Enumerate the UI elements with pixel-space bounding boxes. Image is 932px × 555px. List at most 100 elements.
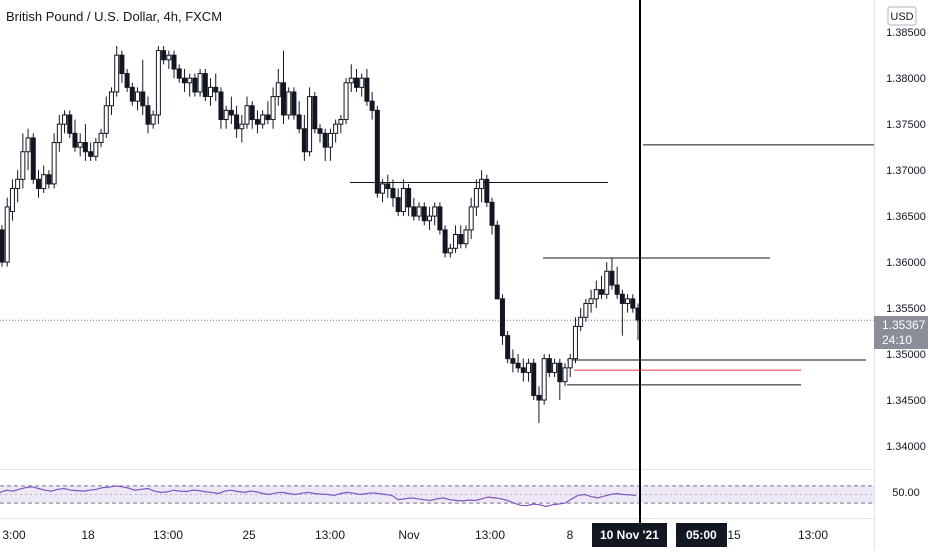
chart-title: British Pound / U.S. Dollar, 4h, FXCM: [6, 9, 223, 24]
candle-body: [322, 132, 328, 148]
candle-body: [234, 114, 240, 130]
time-tick-label: 13:00: [315, 528, 345, 542]
candle-body: [150, 114, 156, 125]
time-tick-label: 3:00: [2, 528, 26, 542]
candle-body: [129, 86, 135, 102]
time-tick-label: 25: [242, 528, 256, 542]
candle-body: [395, 197, 401, 213]
candle-body: [103, 105, 109, 134]
horizontal-levels[interactable]: [0, 144, 874, 386]
candle-body: [515, 362, 521, 369]
candle-body: [541, 358, 547, 401]
price-tick-label: 1.38000: [886, 73, 926, 85]
candle-body: [333, 123, 339, 134]
candle-body: [630, 298, 636, 309]
candle-body: [572, 325, 578, 360]
candle-body: [317, 128, 323, 134]
candle-body: [567, 358, 573, 369]
candle-body: [281, 82, 287, 116]
candle-body: [161, 50, 167, 61]
candle-body: [9, 188, 15, 213]
candle-body: [458, 234, 464, 245]
crosshair-time-label: 05:00: [676, 523, 727, 547]
time-tick-label: Nov: [398, 528, 419, 542]
candle-body: [552, 362, 558, 373]
candle-body: [213, 86, 219, 93]
candle-body: [536, 394, 542, 401]
candle-body: [249, 105, 255, 121]
candle-body: [286, 91, 292, 116]
candle-body: [35, 178, 41, 190]
current-price-value: 1.35367: [882, 318, 926, 332]
price-tick-label: 1.37000: [886, 165, 926, 177]
candle-body: [244, 105, 250, 125]
candle-body: [385, 183, 391, 190]
candle-body: [41, 174, 47, 190]
currency-badge[interactable]: [887, 6, 917, 26]
candle-body: [380, 183, 386, 194]
candle-body: [426, 215, 432, 222]
candle-body: [526, 362, 532, 373]
candle-body: [62, 114, 68, 125]
candlestick-series[interactable]: [0, 45, 641, 424]
candle-body: [557, 362, 563, 383]
rsi-indicator[interactable]: [0, 485, 874, 508]
candle-body: [619, 293, 625, 304]
candle-body: [364, 77, 370, 102]
price-axis-ticks: 1.38500 1.38000 1.37500 1.37000 1.36500 1.360…: [886, 27, 926, 453]
time-tick-label: 13:00: [153, 528, 183, 542]
candle-body: [604, 270, 610, 295]
candle-body: [155, 50, 161, 116]
crosshair-date-label: 10 Nov '21: [592, 523, 667, 547]
candle-body: [453, 234, 459, 249]
candle-body: [291, 91, 297, 116]
time-tick-label: 13:00: [475, 528, 505, 542]
price-tick-label: 1.36000: [886, 257, 926, 269]
candle-body: [181, 77, 187, 84]
candle-body: [578, 316, 584, 327]
candle-body: [218, 91, 224, 121]
candle-body: [531, 362, 537, 396]
candle-body: [609, 270, 615, 286]
candle-body: [223, 109, 229, 121]
candle-body: [510, 358, 516, 364]
time-tick-label: 8: [567, 528, 574, 542]
candle-body: [432, 206, 438, 217]
candle-body: [119, 54, 125, 75]
candle-body: [176, 68, 182, 79]
bar-countdown: 24:10: [882, 333, 913, 347]
candle-body: [421, 206, 427, 222]
candle-body: [98, 132, 104, 144]
candle-body: [400, 188, 406, 213]
candle-body: [359, 77, 365, 88]
candle-body: [25, 137, 31, 153]
candle-body: [307, 96, 313, 153]
candle-body: [599, 289, 605, 295]
candle-body: [15, 178, 21, 190]
candle-body: [416, 206, 422, 217]
candle-body: [499, 298, 505, 337]
rsi-axis-tick: 50.00: [892, 487, 920, 499]
candle-body: [343, 82, 349, 121]
candle-body: [114, 54, 120, 93]
candle-body: [546, 358, 552, 373]
candle-body: [411, 206, 417, 217]
candle-body: [489, 201, 495, 226]
candle-body: [88, 151, 94, 157]
candle-body: [72, 132, 78, 148]
candle-body: [77, 142, 83, 148]
candle-body: [51, 142, 57, 185]
candle-body: [494, 224, 500, 300]
candle-body: [4, 206, 10, 263]
candle-body: [275, 82, 281, 98]
candle-body: [82, 142, 88, 153]
candle-body: [505, 335, 511, 360]
currency-label: USD: [890, 11, 913, 23]
candle-body: [614, 284, 620, 295]
current-price-label: 1.35367 24:10: [874, 316, 928, 349]
time-tick-label: 18: [81, 528, 95, 542]
candle-body: [93, 142, 99, 157]
